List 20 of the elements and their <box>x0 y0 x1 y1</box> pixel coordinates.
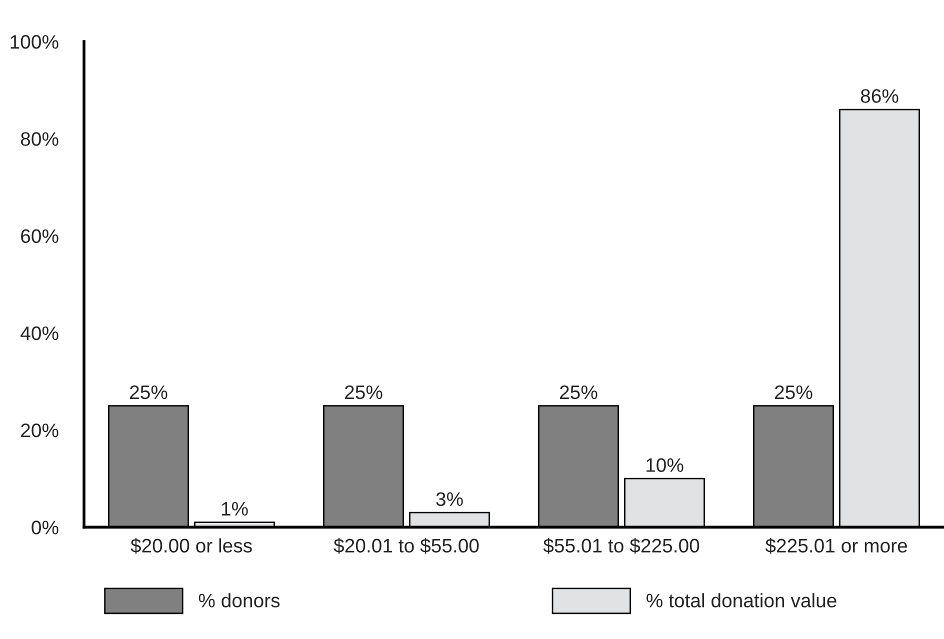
data-label: 86% <box>860 89 898 103</box>
data-label: 25% <box>345 385 382 400</box>
y-tick-label: 0% <box>32 520 58 534</box>
x-tick-label: $225.01 or more <box>765 538 907 554</box>
x-tick-label: $55.01 to $225.00 <box>543 538 700 554</box>
y-tick-label: 60% <box>21 229 58 244</box>
data-label: 25% <box>130 385 168 400</box>
data-label: 10% <box>646 458 684 472</box>
legend-label: % total donation value <box>646 593 836 608</box>
data-label: 25% <box>775 385 812 400</box>
data-label: 3% <box>436 492 463 506</box>
x-tick-label: $20.01 to $55.00 <box>334 538 479 554</box>
y-tick-label: 80% <box>20 132 58 146</box>
y-tick-label: 100% <box>10 35 58 49</box>
data-label: 25% <box>560 385 598 400</box>
x-tick-label: $20.00 or less <box>130 538 252 554</box>
y-tick-label: 40% <box>20 326 58 340</box>
data-label: 1% <box>222 502 248 516</box>
y-tick-label: 20% <box>21 424 58 438</box>
legend-label: % donors <box>198 593 280 608</box>
